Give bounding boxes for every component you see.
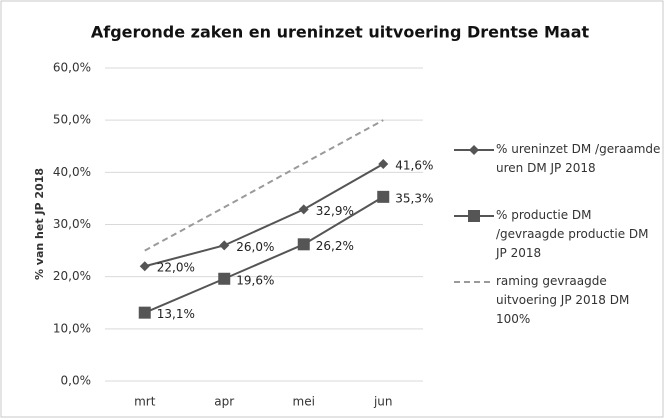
chart-title: Afgeronde zaken en ureninzet uitvoering … bbox=[91, 23, 590, 42]
legend-marker bbox=[468, 210, 480, 222]
legend-label: % ureninzet DM /geraamde uren DM JP 2018 bbox=[496, 142, 661, 175]
marker bbox=[139, 261, 150, 272]
data-label: 35,3% bbox=[395, 191, 433, 205]
y-tick-label: 0,0% bbox=[61, 374, 92, 388]
legend-swatch bbox=[454, 210, 494, 222]
legend-label: % productie DM /gevraagde productie DM J… bbox=[496, 208, 649, 260]
marker bbox=[218, 272, 231, 285]
x-tick-label: mrt bbox=[134, 395, 156, 409]
data-label: 41,6% bbox=[395, 158, 433, 172]
marker bbox=[138, 306, 151, 319]
x-tick-label: mei bbox=[293, 395, 315, 409]
legend-swatch bbox=[454, 145, 494, 155]
legend-entry: % ureninzet DM /geraamde uren DM JP 2018 bbox=[452, 140, 662, 178]
legend-entry: raming gevraagde uitvoering JP 2018 DM 1… bbox=[452, 272, 662, 329]
data-label: 13,1% bbox=[157, 307, 195, 321]
marker bbox=[298, 204, 309, 215]
legend-entry: % productie DM /gevraagde productie DM J… bbox=[452, 206, 662, 263]
y-tick-label: 60,0% bbox=[53, 61, 91, 75]
marker bbox=[378, 158, 389, 169]
data-label: 19,6% bbox=[236, 273, 274, 287]
data-label: 22,0% bbox=[157, 261, 195, 275]
x-tick-label: jun bbox=[373, 395, 393, 409]
y-tick-label: 10,0% bbox=[53, 321, 91, 335]
y-axis-label: % van het JP 2018 bbox=[33, 168, 46, 280]
marker bbox=[377, 190, 390, 203]
data-label: 32,9% bbox=[316, 204, 354, 218]
series-line bbox=[144, 163, 384, 268]
marker bbox=[297, 238, 310, 251]
y-tick-label: 30,0% bbox=[53, 217, 91, 231]
legend-label: raming gevraagde uitvoering JP 2018 DM 1… bbox=[496, 274, 630, 326]
marker bbox=[219, 240, 230, 251]
data-label: 26,0% bbox=[236, 240, 274, 254]
y-tick-label: 50,0% bbox=[53, 113, 91, 127]
series-line bbox=[144, 119, 384, 252]
x-tick-label: apr bbox=[214, 395, 234, 409]
legend-swatch bbox=[454, 281, 494, 283]
y-tick-label: 40,0% bbox=[53, 165, 91, 179]
legend-marker bbox=[469, 145, 479, 155]
series-line bbox=[144, 195, 384, 314]
y-tick-label: 20,0% bbox=[53, 269, 91, 283]
data-label: 26,2% bbox=[316, 239, 354, 253]
